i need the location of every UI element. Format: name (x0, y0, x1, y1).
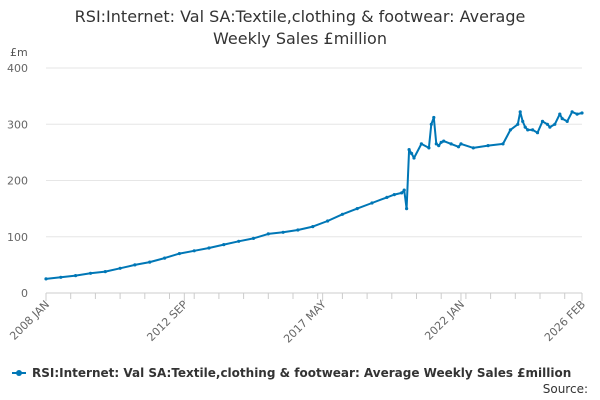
chart-title-line-2: Weekly Sales £million (213, 29, 387, 48)
data-point (392, 193, 396, 197)
y-tick-label: 300 (7, 118, 28, 131)
legend[interactable]: RSI:Internet: Val SA:Textile,clothing & … (12, 366, 571, 380)
y-tick-label: 0 (21, 287, 28, 300)
data-point (222, 243, 226, 247)
data-point (296, 228, 300, 232)
x-tick-label: 2012 SEP (144, 298, 190, 344)
data-point (400, 191, 404, 195)
legend-label: RSI:Internet: Val SA:Textile,clothing & … (32, 366, 572, 380)
legend-line-marker-icon (12, 370, 26, 376)
grid-lines (46, 67, 582, 238)
data-point (74, 274, 78, 278)
data-point (177, 252, 181, 256)
data-point (405, 207, 409, 211)
data-point (575, 112, 579, 116)
data-point (419, 142, 423, 146)
data-point (410, 151, 414, 156)
data-point (412, 156, 416, 160)
data-point (370, 201, 374, 205)
data-point (570, 110, 574, 114)
data-point (449, 142, 453, 146)
chart-title: RSI:Internet: Val SA:Textile,clothing & … (0, 6, 600, 50)
data-point (427, 146, 431, 150)
data-point (340, 212, 344, 216)
data-point (540, 119, 545, 123)
data-point (456, 145, 461, 149)
data-point (560, 117, 564, 121)
data-point (434, 142, 438, 146)
data-point (558, 112, 562, 116)
data-point (531, 128, 535, 132)
y-tick-label: 200 (7, 175, 28, 188)
x-axis: 2008 JAN 2012 SEP 2017 MAY 2022 JAN 2026 FEB (7, 292, 588, 346)
data-point (281, 230, 285, 234)
data-point (553, 122, 557, 126)
data-point (385, 195, 389, 199)
data-point (326, 219, 330, 223)
chart-title-line-1: RSI:Internet: Val SA:Textile,clothing & … (74, 7, 526, 26)
data-point (545, 122, 550, 126)
y-tick-label: 400 (7, 62, 28, 75)
data-point (59, 275, 63, 279)
data-point (207, 246, 211, 250)
x-tick-label: 2017 MAY (281, 298, 329, 346)
data-point (402, 188, 406, 192)
x-tick-label: 2008 JAN (7, 298, 52, 343)
data-point (192, 249, 196, 253)
y-tick-label: 100 (7, 231, 28, 244)
data-point (311, 225, 315, 229)
data-point (407, 148, 411, 152)
data-point (486, 144, 490, 148)
series-group (44, 110, 584, 281)
data-point (442, 139, 446, 143)
data-point (580, 111, 584, 115)
data-point (523, 125, 527, 129)
x-tick-label: 2026 FEB (542, 298, 588, 344)
data-point (535, 131, 540, 135)
data-point (516, 122, 520, 126)
data-point (501, 142, 505, 146)
y-axis-ticks: 0 100 200 300 400 (7, 62, 28, 300)
data-point (251, 236, 256, 240)
data-point (266, 232, 270, 236)
data-point (429, 122, 433, 126)
data-point (526, 128, 530, 132)
data-point (439, 140, 443, 144)
source-label: Source: (542, 382, 588, 396)
data-point (148, 260, 152, 264)
data-point (521, 119, 525, 123)
data-point (518, 110, 522, 114)
data-point (237, 239, 241, 243)
y-unit-label: £m (10, 46, 28, 59)
series-line (45, 110, 583, 280)
data-point (459, 142, 463, 146)
data-point (508, 128, 512, 132)
data-point (565, 119, 569, 123)
data-point (88, 271, 93, 275)
data-point (163, 256, 167, 260)
data-point (355, 207, 359, 211)
data-point (432, 115, 436, 120)
data-point (133, 263, 137, 267)
data-point (118, 266, 122, 270)
data-point (44, 277, 48, 281)
data-point (437, 144, 441, 148)
x-tick-label: 2022 JAN (422, 298, 467, 343)
data-point (471, 146, 475, 150)
data-point (548, 125, 552, 129)
data-point (103, 270, 107, 274)
